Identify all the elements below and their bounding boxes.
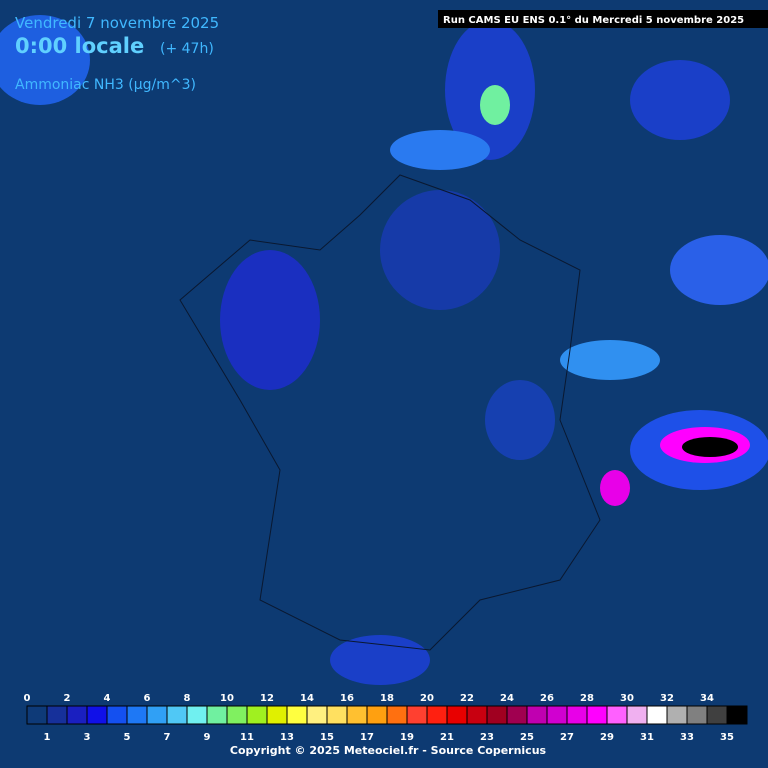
legend-label: 12 [260,693,274,704]
legend-label: 35 [720,732,734,743]
legend-swatch [126,705,148,725]
legend-swatch [306,705,328,725]
legend-label: 34 [700,693,714,704]
run-info: Run CAMS EU ENS 0.1° du Mercredi 5 novem… [443,15,744,26]
legend-swatch [106,705,128,725]
legend-swatch [46,705,68,725]
legend-label: 20 [420,693,434,704]
legend-swatch [586,705,608,725]
legend-label: 3 [84,732,91,743]
date: Vendredi 7 novembre 2025 [15,14,219,32]
legend-swatch [166,705,188,725]
legend-label: 13 [280,732,294,743]
legend-swatch [466,705,488,725]
legend-label: 7 [164,732,171,743]
legend-swatch [326,705,348,725]
run-box [438,10,768,28]
legend-label: 6 [144,693,151,704]
legend-swatch [486,705,508,725]
legend-swatch [346,705,368,725]
legend-swatch [86,705,108,725]
offset: (+ 47h) [160,41,214,57]
legend-label: 17 [360,732,374,743]
legend-label: 28 [580,693,594,704]
legend-label: 30 [620,693,634,704]
legend-swatch [546,705,568,725]
legend-swatch [226,705,248,725]
legend-swatch [446,705,468,725]
legend-label: 26 [540,693,554,704]
copyright: Copyright © 2025 Meteociel.fr - Source C… [230,744,547,757]
legend-label: 15 [320,732,334,743]
legend-label: 22 [460,693,474,704]
legend-swatch [26,705,48,725]
legend-label: 25 [520,732,534,743]
legend-label: 1 [44,732,51,743]
legend-label: 19 [400,732,414,743]
legend-swatch [426,705,448,725]
legend-swatch [206,705,228,725]
legend-swatch [666,705,688,725]
variable: Ammoniac NH3 (µg/m^3) [15,77,196,93]
country-border [179,174,601,651]
legend-swatch [646,705,668,725]
legend-swatch [506,705,528,725]
legend-swatch [366,705,388,725]
legend-swatch [526,705,548,725]
legend-label: 23 [480,732,494,743]
legend-swatch [286,705,308,725]
legend-swatch [266,705,288,725]
legend-label: 2 [64,693,71,704]
legend-swatch [706,705,728,725]
legend-swatch [606,705,628,725]
legend-label: 16 [340,693,354,704]
time: 0:00 locale [15,34,144,58]
legend-label: 4 [104,693,111,704]
legend-label: 5 [124,732,131,743]
legend-label: 27 [560,732,574,743]
legend-label: 8 [184,693,191,704]
legend-label: 32 [660,693,674,704]
legend-label: 10 [220,693,234,704]
legend-swatch [406,705,428,725]
legend-swatch [186,705,208,725]
legend-label: 24 [500,693,514,704]
legend-label: 31 [640,732,654,743]
legend-label: 29 [600,732,614,743]
legend-swatch [386,705,408,725]
legend-swatch [146,705,168,725]
legend-swatch [626,705,648,725]
legend-label: 14 [300,693,314,704]
legend-swatch [686,705,708,725]
legend-swatch [566,705,588,725]
legend-label: 0 [24,693,31,704]
legend-swatch [246,705,268,725]
legend-label: 21 [440,732,454,743]
legend-label: 33 [680,732,694,743]
legend-label: 18 [380,693,394,704]
legend-swatch [726,705,748,725]
concentration-field [0,15,768,685]
legend-label: 9 [204,732,211,743]
color-legend: 0123456789101112131415161718192021222324… [24,693,748,743]
legend-label: 11 [240,732,254,743]
legend-swatch [66,705,88,725]
